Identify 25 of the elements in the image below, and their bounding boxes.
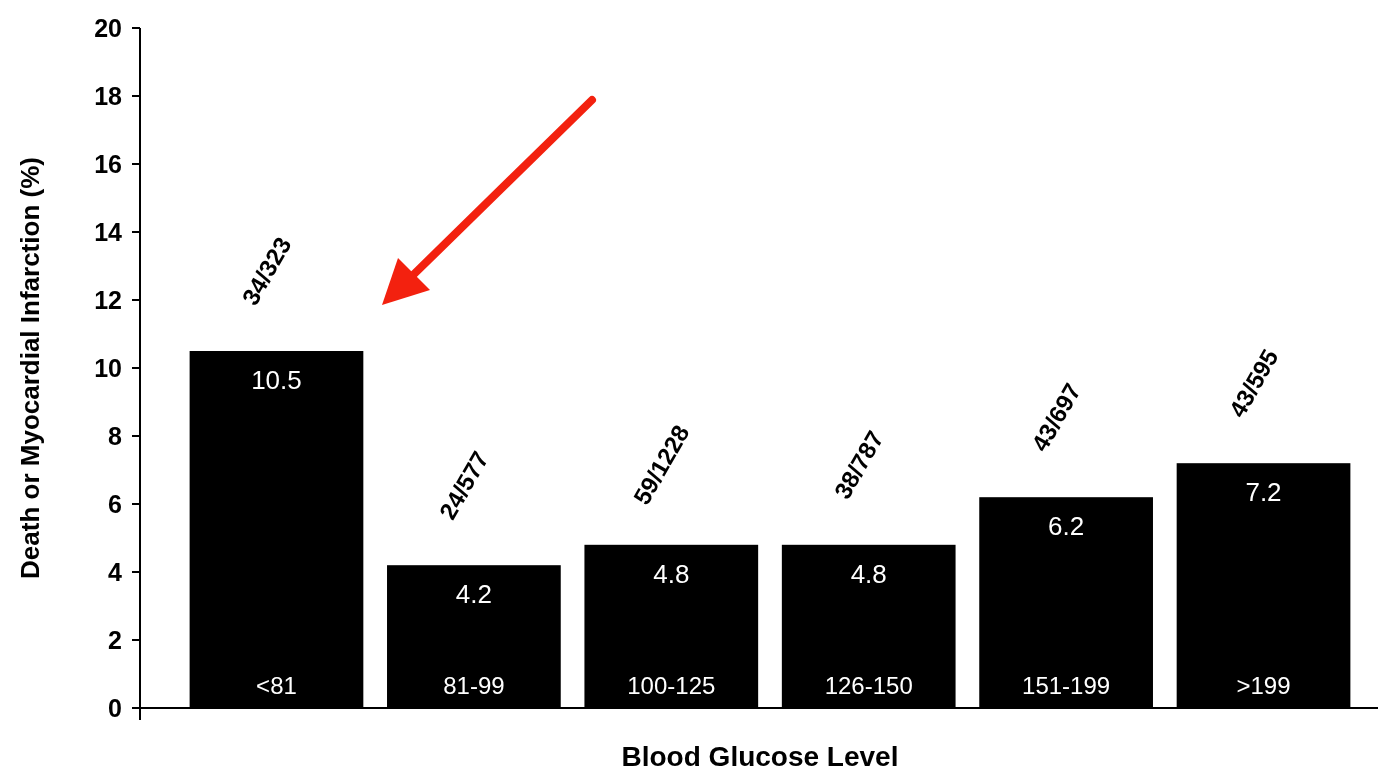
data-label: 4.8 <box>850 558 887 589</box>
y-tick-label: 10 <box>94 353 122 382</box>
x-tick-label: 151-199 <box>1022 672 1111 699</box>
y-tick-label: 6 <box>108 489 122 518</box>
x-tick-label: >199 <box>1236 672 1291 699</box>
data-label: 7.2 <box>1245 477 1282 508</box>
y-tick-label: 0 <box>108 693 122 722</box>
y-tick-label: 12 <box>94 285 122 314</box>
data-label: 6.2 <box>1048 511 1085 542</box>
y-axis-title: Death or Myocardial Infarction (%) <box>15 157 46 579</box>
data-label: 10.5 <box>251 365 302 395</box>
x-tick-label: 81-99 <box>443 672 505 699</box>
x-axis-title: Blood Glucose Level <box>621 741 899 772</box>
y-tick-label: 20 <box>94 13 122 42</box>
x-tick-label: 100-125 <box>627 672 716 699</box>
y-tick-label: 14 <box>94 217 123 246</box>
data-label: 4.8 <box>653 558 690 589</box>
x-tick-label: <81 <box>256 672 297 699</box>
data-label: 4.2 <box>455 579 492 610</box>
y-tick-label: 2 <box>108 625 122 654</box>
y-tick-label: 4 <box>108 557 123 586</box>
y-tick-label: 8 <box>108 421 123 450</box>
x-tick-label: 126-150 <box>824 672 913 699</box>
y-tick-label: 16 <box>94 149 122 178</box>
y-tick-label: 18 <box>94 81 123 110</box>
